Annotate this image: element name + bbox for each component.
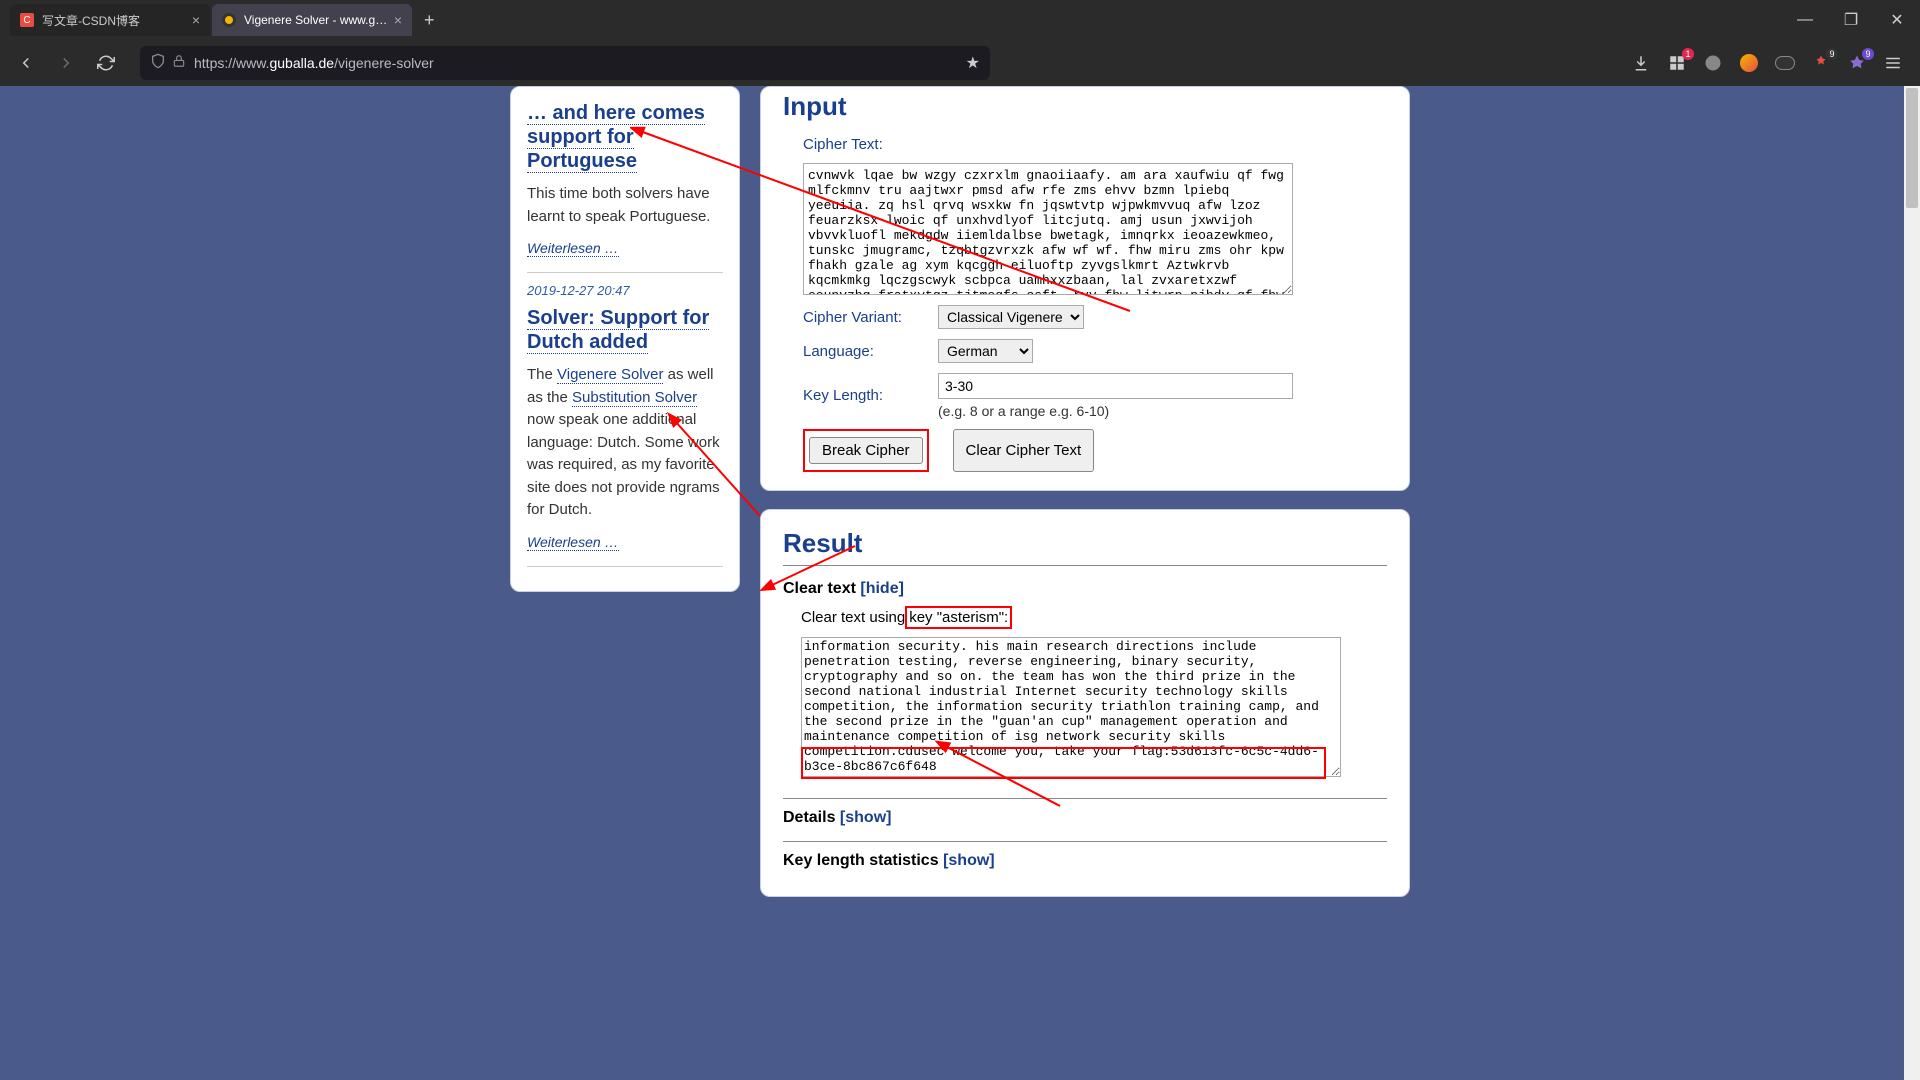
badge: 1 [1682,48,1694,60]
maximize-button[interactable]: ❐ [1828,0,1874,40]
scrollbar-thumb[interactable] [1906,88,1918,208]
key-length-label: Key Length: [803,373,938,404]
annotation-box: Break Cipher [803,429,929,472]
key-length-input[interactable] [938,373,1293,399]
tab-title: Vigenere Solver - www.guball [244,13,388,27]
info-icon[interactable] [1702,52,1724,74]
substitution-solver-link[interactable]: Substitution Solver [572,389,697,407]
input-panel: Input Cipher Text: Cipher Variant: Class… [760,86,1410,491]
extension-2-icon[interactable] [1774,52,1796,74]
downloads-icon[interactable] [1630,52,1652,74]
language-label: Language: [803,339,938,360]
page-scrollbar[interactable] [1904,86,1920,1080]
url-text: https://www.guballa.de/vigenere-solver [194,55,434,71]
result-panel: Result Clear text [hide] Clear text usin… [760,509,1410,897]
extension-icon[interactable]: 1 [1666,52,1688,74]
hide-link[interactable]: [hide] [860,580,904,597]
cipher-text-input[interactable] [803,163,1293,295]
forward-button[interactable] [50,47,82,79]
new-tab-button[interactable]: + [414,10,445,31]
post-body: The Vigenere Solver as well as the Subst… [527,364,723,522]
show-link[interactable]: [show] [943,852,995,869]
readmore-link[interactable]: Weiterlesen … [527,240,619,257]
post-title-link[interactable]: Solver: Support for Dutch added [527,307,709,354]
key-length-hint: (e.g. 8 or a range e.g. 6-10) [938,403,1293,419]
break-cipher-button[interactable]: Break Cipher [809,437,923,464]
minimize-button[interactable]: — [1782,0,1828,40]
cipher-text-label: Cipher Text: [803,132,938,153]
result-heading: Result [783,528,862,558]
lock-icon[interactable] [172,54,186,73]
close-tab-icon[interactable]: × [192,12,200,28]
favicon-csdn: C [20,13,34,27]
post-body: This time both solvers have learnt to sp… [527,183,723,228]
keylen-stats-heading: Key length statistics [show] [783,841,1387,870]
badge: 9 [1826,48,1838,60]
input-heading: Input [783,87,1387,122]
nav-bar: https://www.guballa.de/vigenere-solver ★… [0,40,1920,86]
bookmark-star-icon[interactable]: ★ [966,53,980,73]
sidebar-post-portuguese: … and here comes support for Portuguese … [510,86,740,592]
show-link[interactable]: [show] [840,809,892,826]
cipher-variant-select[interactable]: Classical Vigenere [938,305,1084,329]
cipher-variant-label: Cipher Variant: [803,305,938,326]
profile-icon[interactable] [1738,52,1760,74]
browser-tab-vigenere[interactable]: Vigenere Solver - www.guball × [212,4,412,36]
vigenere-solver-link[interactable]: Vigenere Solver [557,366,663,384]
toolbar-icons: 1 9 9 [1630,52,1910,74]
annotation-box: key "asterism": [905,606,1012,629]
clear-text-heading: Clear text [hide] [783,580,1387,598]
reload-button[interactable] [90,47,122,79]
notification-icon[interactable]: 9 [1810,52,1832,74]
post-date: 2019-12-27 20:47 [527,283,723,298]
tab-bar: C 写文章-CSDN博客 × Vigenere Solver - www.gub… [0,0,1920,40]
divider [527,272,723,273]
readmore-link[interactable]: Weiterlesen … [527,534,619,551]
language-select[interactable]: German [938,339,1033,363]
annotation-box [801,747,1326,779]
browser-tab-csdn[interactable]: C 写文章-CSDN博客 × [10,4,210,36]
extension-3-icon[interactable]: 9 [1846,52,1868,74]
divider [527,566,723,567]
back-button[interactable] [10,47,42,79]
favicon-guballa [222,13,236,27]
window-controls: — ❐ ✕ [1782,0,1920,40]
details-heading: Details [show] [783,798,1387,827]
post-title-link[interactable]: … and here comes support for Portuguese [527,102,705,173]
badge: 9 [1862,48,1874,60]
key-line: Clear text using key "asterism": [801,606,1387,629]
close-tab-icon[interactable]: × [394,12,402,28]
tab-title: 写文章-CSDN博客 [42,12,186,29]
shield-icon[interactable] [150,53,166,74]
menu-icon[interactable] [1882,52,1904,74]
url-bar[interactable]: https://www.guballa.de/vigenere-solver ★ [140,46,990,80]
close-window-button[interactable]: ✕ [1874,0,1920,40]
clear-cipher-button[interactable]: Clear Cipher Text [953,429,1095,472]
